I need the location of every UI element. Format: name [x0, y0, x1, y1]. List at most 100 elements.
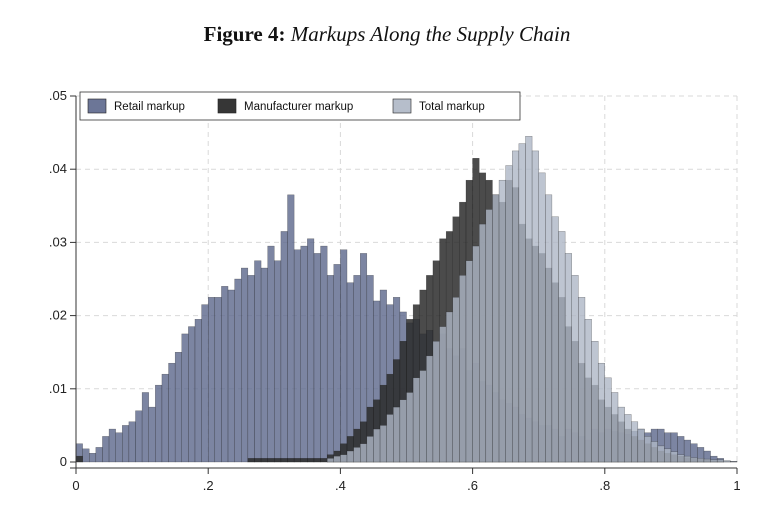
histogram-bar	[247, 458, 255, 463]
histogram-bar	[320, 458, 328, 463]
x-tick-label: .4	[335, 478, 346, 493]
histogram-bar	[155, 384, 163, 463]
histogram-bar	[313, 458, 321, 463]
histogram-bar	[247, 275, 255, 463]
histogram-bar	[75, 455, 83, 463]
y-tick-label: .01	[49, 381, 67, 396]
histogram-bar	[89, 453, 97, 463]
legend-swatch	[392, 98, 412, 114]
figure-title: Figure 4: Markups Along the Supply Chain	[0, 22, 774, 47]
histogram-bar	[479, 223, 487, 463]
histogram-bar	[505, 165, 513, 463]
histogram-bar	[280, 458, 288, 463]
bars	[75, 136, 738, 463]
histogram-bar	[637, 428, 645, 463]
histogram-bar	[174, 352, 182, 463]
histogram-bar	[115, 432, 123, 463]
histogram-bar	[664, 448, 672, 463]
legend-label: Manufacturer markup	[244, 101, 353, 113]
histogram-bar	[723, 460, 731, 463]
histogram-bar	[690, 457, 698, 463]
histogram-bar	[194, 319, 202, 463]
histogram-bar	[201, 304, 209, 463]
histogram-bar	[386, 414, 394, 463]
histogram-bar	[710, 459, 718, 463]
histogram-bar	[346, 282, 354, 463]
histogram-bar	[531, 150, 539, 463]
histogram-bar	[241, 267, 249, 463]
histogram-bar	[293, 458, 301, 463]
histogram-bar	[439, 326, 447, 463]
histogram-bar	[412, 377, 420, 463]
histogram-bar	[604, 377, 612, 463]
histogram-bar	[597, 362, 606, 463]
x-tick-label: .6	[467, 478, 478, 493]
histogram-bar	[82, 448, 90, 463]
histogram-bar	[419, 370, 427, 463]
histogram-bar	[426, 355, 434, 463]
histogram-bar	[366, 436, 374, 463]
histogram-bar	[697, 458, 705, 463]
histogram-bar	[624, 414, 632, 463]
histogram-bar	[538, 172, 546, 463]
y-tick-label: .03	[49, 234, 67, 249]
legend-label: Total markup	[419, 101, 485, 113]
histogram-bar	[545, 194, 553, 463]
figure-title-main: Markups Along the Supply Chain	[290, 22, 571, 46]
histogram-bar	[584, 319, 592, 463]
histogram-bar	[465, 260, 473, 463]
histogram-bar	[293, 249, 301, 463]
histogram-bar	[274, 260, 282, 463]
histogram-bar	[485, 209, 493, 463]
histogram-bar	[564, 253, 572, 463]
histogram-bar	[181, 333, 189, 463]
histogram-bar	[670, 451, 678, 463]
y-tick-label: 0	[60, 454, 67, 469]
x-tick-label: 1	[733, 478, 740, 493]
histogram-bar	[141, 392, 149, 463]
histogram-bar	[373, 428, 381, 463]
histogram-bar	[260, 267, 268, 463]
histogram-bar	[346, 450, 354, 463]
histogram-bar	[313, 253, 321, 463]
histogram-bar	[644, 436, 652, 463]
histogram-bar	[128, 421, 136, 463]
legend-label: Retail markup	[114, 101, 185, 113]
histogram-bar	[703, 458, 711, 463]
histogram-bar	[492, 194, 500, 463]
histogram-bar	[260, 458, 268, 463]
x-tick-label: .8	[599, 478, 610, 493]
histogram-bar	[578, 297, 586, 463]
histogram-bar	[234, 278, 242, 463]
histogram-bar	[379, 425, 387, 463]
histogram-bar	[406, 392, 414, 463]
histogram-bar	[326, 458, 334, 463]
histogram-bar	[102, 436, 110, 463]
histogram-bar	[512, 150, 520, 463]
histogram-bar	[300, 245, 308, 463]
histogram-bar	[168, 362, 176, 463]
histogram-bar	[161, 373, 169, 463]
histogram-bar	[207, 297, 216, 463]
histogram-bar	[459, 275, 467, 463]
histogram-bar	[227, 289, 235, 463]
histogram-bar	[472, 245, 480, 463]
histogram-bar	[135, 410, 143, 463]
histogram-bar	[340, 454, 348, 463]
histogram-bar	[307, 238, 315, 463]
histogram-bar	[571, 275, 579, 463]
legend-swatch	[87, 98, 107, 114]
histogram-bar	[326, 275, 334, 463]
histogram-bar	[287, 458, 295, 463]
histogram-bar	[452, 297, 460, 463]
histogram-bar	[677, 454, 685, 463]
histogram-bar	[518, 143, 526, 463]
histogram-bar	[611, 392, 619, 463]
histogram-bar	[657, 445, 665, 463]
histogram-bar	[498, 179, 506, 463]
histogram-bar	[221, 286, 229, 463]
legend: Retail markup Manufacturer markup Total ma…	[79, 91, 521, 121]
histogram-bar	[254, 260, 262, 463]
figure-title-prefix: Figure 4:	[203, 22, 286, 46]
